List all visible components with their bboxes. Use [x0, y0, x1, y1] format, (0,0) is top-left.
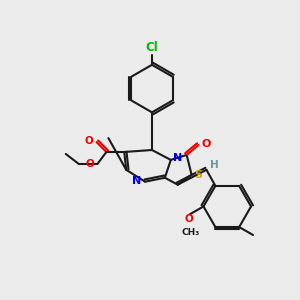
Text: O: O — [184, 214, 193, 224]
Text: CH₃: CH₃ — [182, 228, 200, 237]
Text: H: H — [210, 160, 219, 170]
Text: O: O — [202, 139, 211, 149]
Text: S: S — [194, 170, 202, 180]
Text: N: N — [173, 153, 182, 163]
Text: N: N — [133, 176, 142, 186]
Text: Cl: Cl — [146, 41, 158, 55]
Text: O: O — [84, 136, 93, 146]
Text: O: O — [85, 159, 94, 169]
